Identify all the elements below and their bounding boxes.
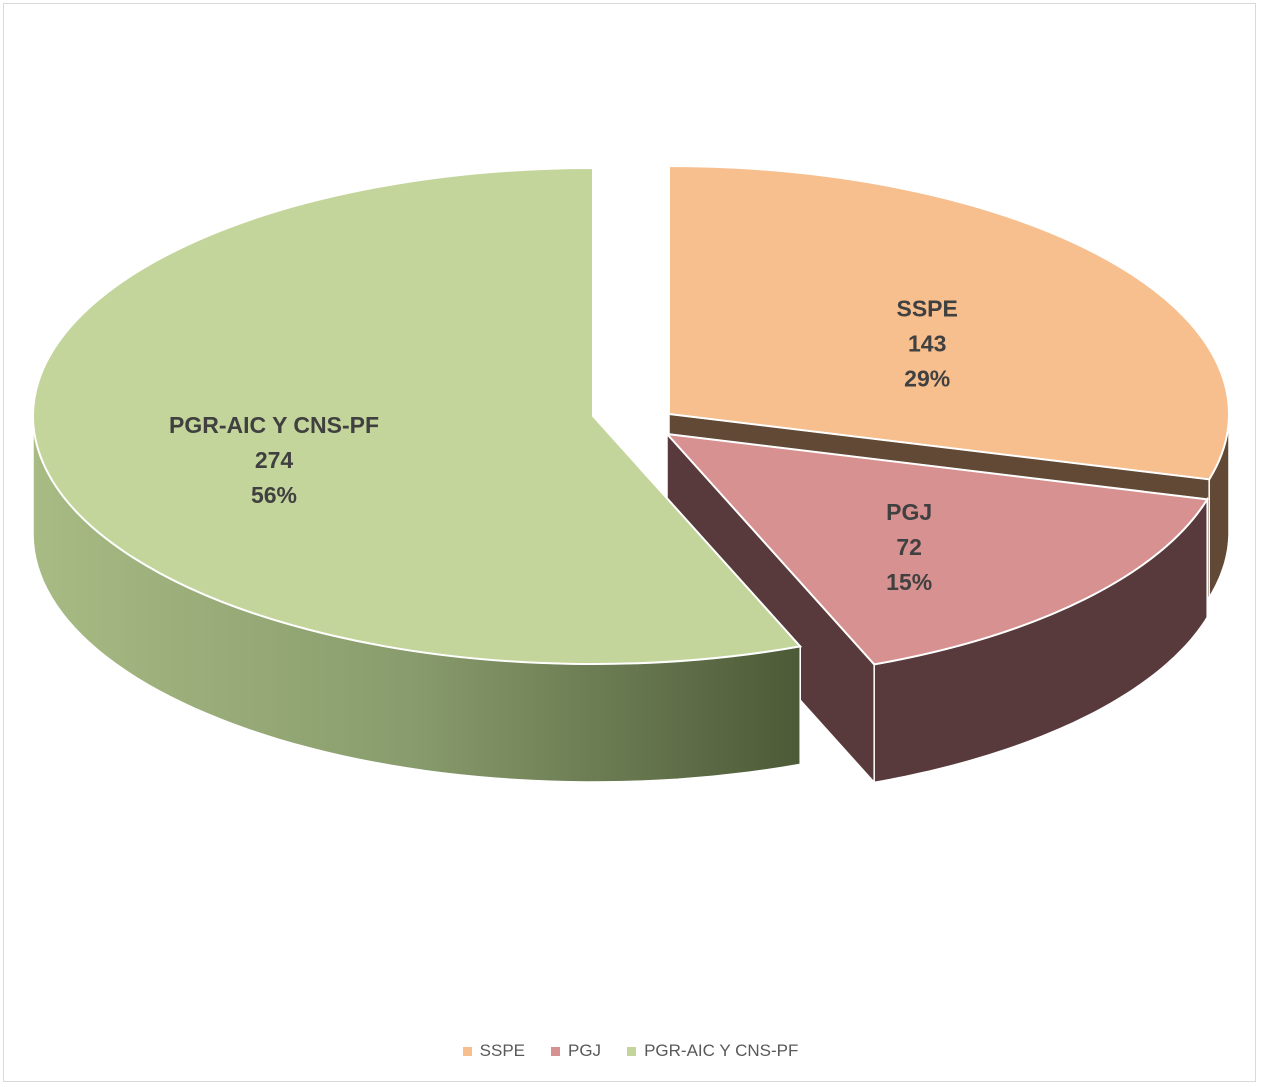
slice-pgr	[32, 166, 803, 665]
slice-sspe	[668, 164, 1230, 481]
data-label-sspe-name: SSPE	[897, 296, 958, 322]
legend-label-sspe: SSPE	[479, 1041, 525, 1060]
data-label-pgr-value: 274	[255, 447, 294, 473]
data-label-pgj-percent: 15%	[886, 569, 932, 595]
legend-label-pgr: PGR-AIC Y CNS-PF	[644, 1041, 799, 1060]
data-label-sspe-value: 143	[908, 331, 946, 357]
legend-swatch-pgj	[551, 1046, 560, 1056]
legend-item-pgr: PGR-AIC Y CNS-PF	[627, 1041, 798, 1061]
legend-item-sspe: SSPE	[462, 1041, 525, 1061]
data-label-sspe-percent: 29%	[904, 366, 950, 392]
legend-swatch-sspe	[462, 1046, 472, 1056]
pie-top-layer	[32, 164, 1230, 666]
data-label-pgr-name: PGR-AIC Y CNS-PF	[169, 412, 379, 438]
legend-label-pgj: PGJ	[568, 1041, 602, 1060]
legend-item-pgj: PGJ	[551, 1041, 601, 1061]
data-label-pgr-percent: 56%	[251, 482, 297, 508]
data-label-pgj-name: PGJ	[886, 499, 932, 525]
data-label-pgj-value: 72	[896, 534, 922, 560]
legend: SSPE PGJ PGR-AIC Y CNS-PF	[0, 1041, 1261, 1061]
slice-pgj	[664, 432, 1209, 666]
legend-swatch-pgr	[627, 1046, 637, 1056]
data-labels: SSPE 143 29% PGJ 72 15% PGR-AIC Y CNS-PF 274 56%	[169, 296, 958, 595]
